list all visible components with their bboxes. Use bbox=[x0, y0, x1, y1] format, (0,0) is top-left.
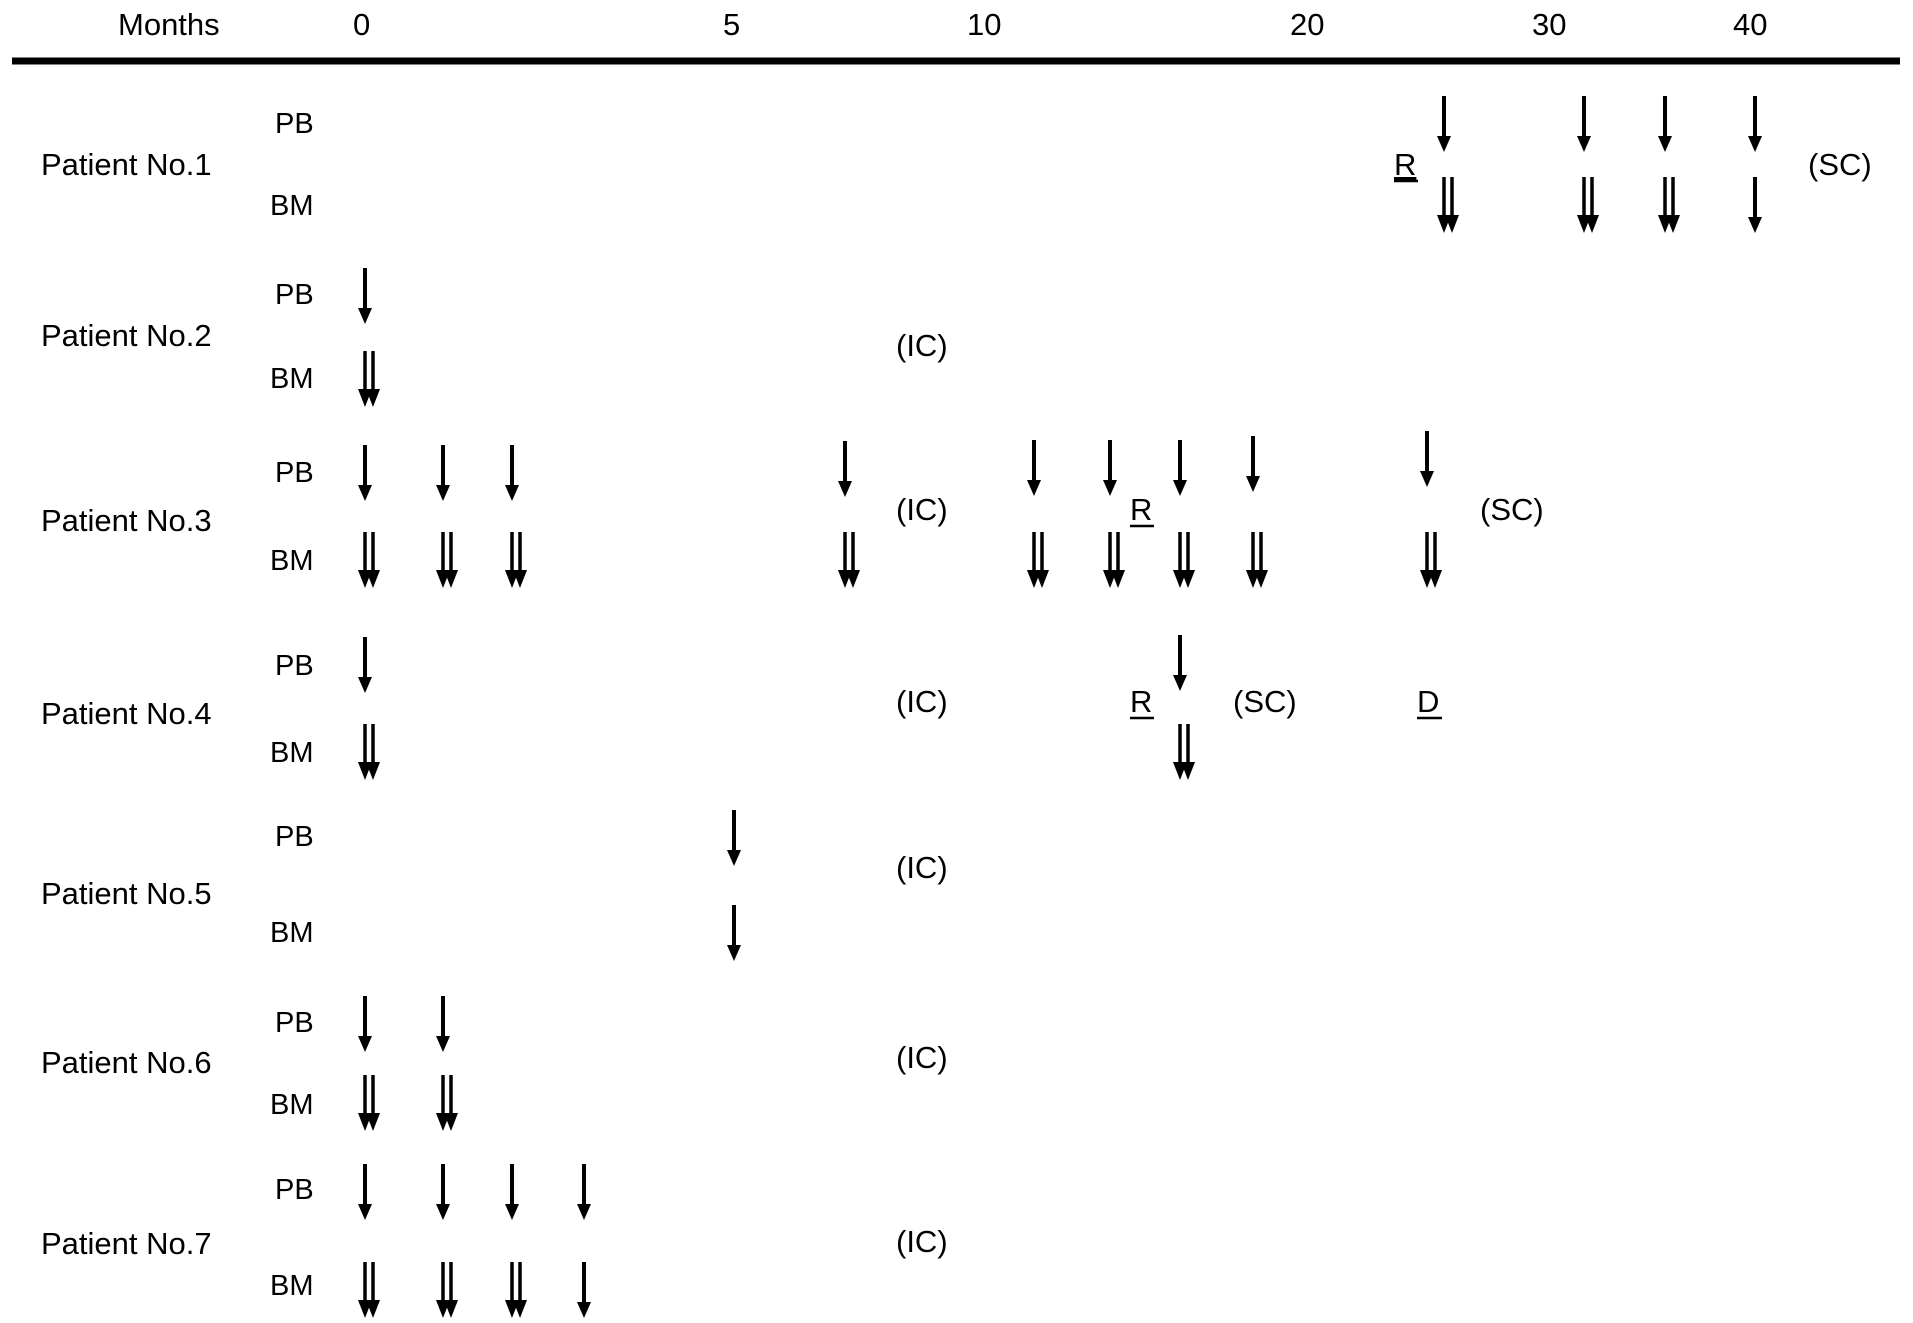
bm-label: BM bbox=[270, 190, 314, 222]
pb-arrow bbox=[1746, 94, 1764, 154]
pb-arrow bbox=[356, 266, 374, 326]
bm-arrow bbox=[356, 1260, 382, 1320]
pb-arrow bbox=[1418, 429, 1436, 489]
pb-arrow bbox=[1244, 434, 1262, 494]
bm-label: BM bbox=[270, 737, 314, 769]
marker-death: D bbox=[1417, 684, 1439, 719]
pb-arrow bbox=[1435, 94, 1453, 154]
bm-label: BM bbox=[270, 1270, 314, 1302]
pb-arrow bbox=[434, 443, 452, 503]
bm-label: BM bbox=[270, 363, 314, 395]
pb-label: PB bbox=[275, 821, 314, 853]
bm-arrow bbox=[356, 722, 382, 782]
patient-label: Patient No.5 bbox=[41, 876, 212, 911]
marker-sc: (SC) bbox=[1233, 684, 1297, 719]
pb-arrow bbox=[1101, 438, 1119, 498]
patient-label: Patient No.7 bbox=[41, 1226, 212, 1261]
marker-sc: (SC) bbox=[1480, 492, 1544, 527]
pb-arrow bbox=[434, 994, 452, 1054]
marker-relapse: R bbox=[1130, 492, 1152, 527]
axis-label: Months bbox=[118, 7, 220, 42]
patient-label: Patient No.6 bbox=[41, 1045, 212, 1080]
marker-ic: (IC) bbox=[896, 1224, 948, 1259]
pb-arrow bbox=[356, 994, 374, 1054]
pb-label: PB bbox=[275, 1174, 314, 1206]
bm-arrow bbox=[1244, 530, 1270, 590]
pb-label: PB bbox=[275, 457, 314, 489]
pb-arrow bbox=[503, 443, 521, 503]
bm-arrow bbox=[836, 530, 862, 590]
pb-arrow bbox=[1171, 438, 1189, 498]
bm-arrow bbox=[725, 903, 743, 963]
pb-arrow bbox=[356, 635, 374, 695]
axis-tick-label: 20 bbox=[1290, 7, 1324, 42]
patient-label: Patient No.4 bbox=[41, 696, 212, 731]
axis-tick-label: 30 bbox=[1532, 7, 1566, 42]
bm-label: BM bbox=[270, 545, 314, 577]
bm-label: BM bbox=[270, 1089, 314, 1121]
axis-tick-label: 5 bbox=[723, 7, 740, 42]
bm-arrow bbox=[356, 1073, 382, 1133]
pb-arrow bbox=[575, 1162, 593, 1222]
pb-arrow bbox=[503, 1162, 521, 1222]
bm-arrow bbox=[356, 349, 382, 409]
bm-arrow bbox=[434, 1260, 460, 1320]
marker-sc: (SC) bbox=[1808, 147, 1872, 182]
patient-label: Patient No.3 bbox=[41, 503, 212, 538]
marker-ic: (IC) bbox=[896, 850, 948, 885]
pb-label: PB bbox=[275, 279, 314, 311]
bm-arrow bbox=[1101, 530, 1127, 590]
bm-arrow bbox=[1746, 175, 1764, 235]
marker-ic: (IC) bbox=[896, 684, 948, 719]
marker-ic: (IC) bbox=[896, 328, 948, 363]
pb-label: PB bbox=[275, 108, 314, 140]
marker-ic: (IC) bbox=[896, 1040, 948, 1075]
axis-tick-label: 0 bbox=[353, 7, 370, 42]
bm-arrow bbox=[1171, 530, 1197, 590]
bm-arrow bbox=[1418, 530, 1444, 590]
bm-arrow bbox=[356, 530, 382, 590]
bm-arrow bbox=[503, 530, 529, 590]
pb-arrow bbox=[1171, 633, 1189, 693]
axis-tick-label: 10 bbox=[967, 7, 1001, 42]
axis-tick-label: 40 bbox=[1733, 7, 1767, 42]
bm-arrow bbox=[1575, 175, 1601, 235]
bm-arrow bbox=[1025, 530, 1051, 590]
patient-label: Patient No.2 bbox=[41, 318, 212, 353]
pb-arrow bbox=[1575, 94, 1593, 154]
marker-relapse: R bbox=[1394, 147, 1416, 182]
bm-arrow bbox=[575, 1260, 593, 1320]
bm-arrow bbox=[1656, 175, 1682, 235]
bm-arrow bbox=[434, 1073, 460, 1133]
pb-arrow bbox=[725, 808, 743, 868]
pb-arrow bbox=[356, 443, 374, 503]
pb-arrow bbox=[356, 1162, 374, 1222]
bm-arrow bbox=[503, 1260, 529, 1320]
bm-arrow bbox=[434, 530, 460, 590]
bm-label: BM bbox=[270, 917, 314, 949]
pb-arrow bbox=[836, 439, 854, 499]
patient-label: Patient No.1 bbox=[41, 147, 212, 182]
pb-arrow bbox=[434, 1162, 452, 1222]
marker-relapse: R bbox=[1130, 684, 1152, 719]
marker-ic: (IC) bbox=[896, 492, 948, 527]
pb-arrow bbox=[1025, 438, 1043, 498]
bm-arrow bbox=[1171, 722, 1197, 782]
bm-arrow bbox=[1435, 175, 1461, 235]
pb-label: PB bbox=[275, 650, 314, 682]
pb-arrow bbox=[1656, 94, 1674, 154]
pb-label: PB bbox=[275, 1007, 314, 1039]
